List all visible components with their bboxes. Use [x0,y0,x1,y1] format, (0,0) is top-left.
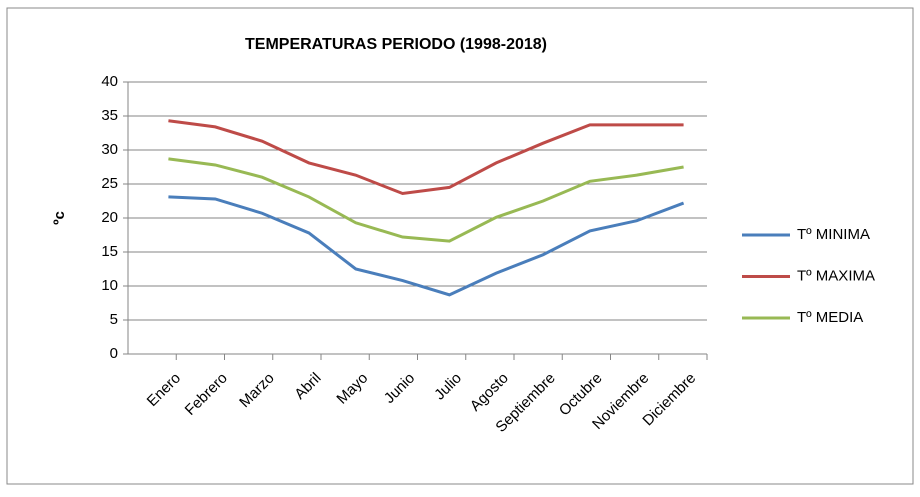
y-tick-label: 5 [110,311,118,328]
y-tick-label: 20 [101,209,118,226]
y-tick-label: 10 [101,277,118,294]
legend-label: Tº MAXIMA [797,267,875,284]
y-tick-label: 30 [101,141,118,158]
chart-title: TEMPERATURAS PERIODO (1998-2018) [245,36,547,53]
line-series [168,195,685,297]
line-series [168,119,684,196]
legend-label: Tº MEDIA [797,309,863,326]
y-tick-label: 15 [101,243,118,260]
line-series [168,157,684,243]
legend-label: Tº MINIMA [797,226,870,243]
y-tick-label: 25 [101,175,118,192]
y-axis-label: ºc [51,211,68,225]
y-tick-label: 0 [110,345,118,362]
y-tick-label: 35 [101,107,118,124]
y-tick-label: 40 [101,73,118,90]
chart-border [6,7,914,485]
